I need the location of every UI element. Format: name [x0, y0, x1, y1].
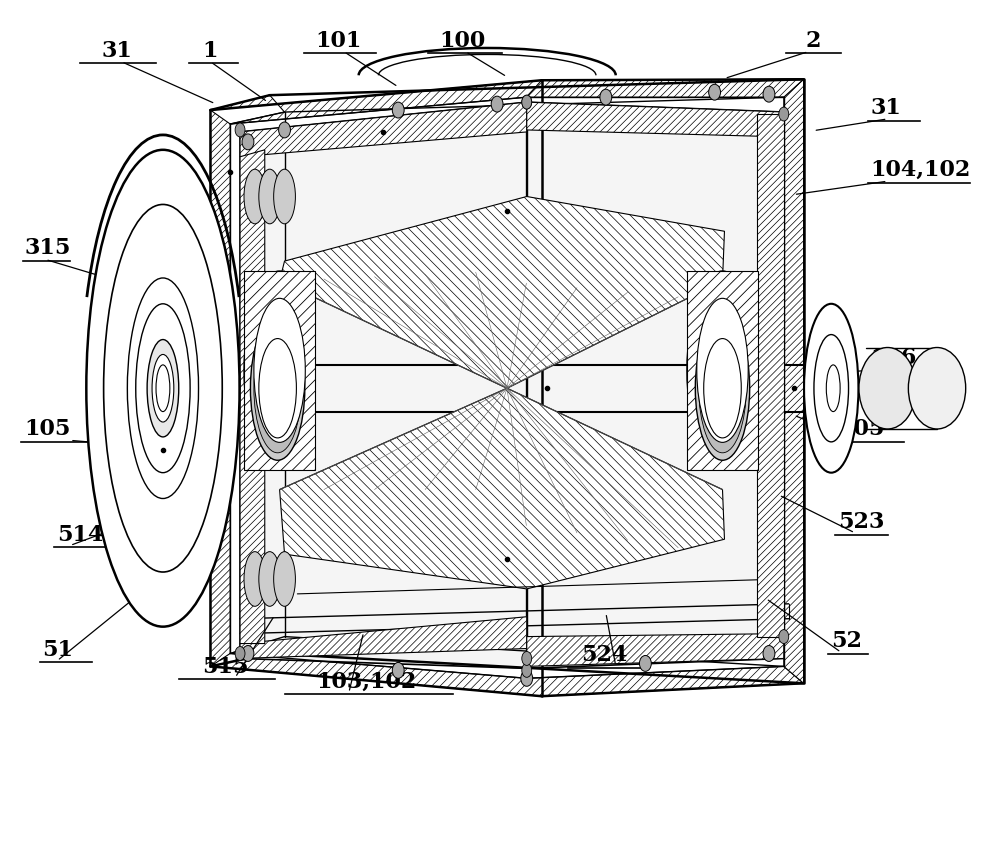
- Ellipse shape: [687, 271, 758, 470]
- Ellipse shape: [826, 365, 840, 412]
- Ellipse shape: [491, 97, 503, 112]
- Ellipse shape: [259, 339, 296, 438]
- Ellipse shape: [600, 89, 612, 105]
- Ellipse shape: [779, 629, 789, 644]
- Ellipse shape: [274, 169, 295, 224]
- Ellipse shape: [763, 645, 775, 662]
- Ellipse shape: [274, 551, 295, 606]
- Ellipse shape: [127, 278, 199, 499]
- Ellipse shape: [804, 304, 858, 473]
- Ellipse shape: [522, 651, 532, 666]
- Ellipse shape: [709, 84, 721, 100]
- Ellipse shape: [392, 102, 404, 118]
- Ellipse shape: [697, 298, 748, 442]
- Polygon shape: [527, 634, 784, 667]
- Polygon shape: [244, 271, 315, 470]
- Polygon shape: [527, 80, 804, 97]
- Ellipse shape: [392, 662, 404, 678]
- Text: 524: 524: [581, 644, 627, 666]
- Text: 31: 31: [871, 97, 902, 119]
- Text: 514: 514: [57, 523, 104, 545]
- Polygon shape: [527, 102, 784, 668]
- Ellipse shape: [639, 656, 651, 672]
- Ellipse shape: [156, 365, 170, 412]
- Text: 315: 315: [25, 237, 71, 259]
- Ellipse shape: [859, 347, 916, 429]
- Text: 52: 52: [831, 630, 862, 652]
- Ellipse shape: [522, 95, 532, 109]
- Ellipse shape: [908, 347, 966, 429]
- Text: 104,102: 104,102: [871, 159, 971, 181]
- Polygon shape: [687, 271, 758, 470]
- Ellipse shape: [522, 95, 532, 109]
- Text: 106: 106: [871, 346, 917, 368]
- Text: 2: 2: [806, 30, 821, 52]
- Polygon shape: [240, 102, 527, 668]
- Text: 51: 51: [42, 639, 73, 661]
- Ellipse shape: [279, 122, 290, 138]
- Polygon shape: [240, 150, 265, 644]
- Ellipse shape: [136, 304, 190, 473]
- Text: 105: 105: [25, 418, 71, 440]
- Ellipse shape: [250, 316, 305, 460]
- Ellipse shape: [152, 354, 174, 422]
- Ellipse shape: [104, 204, 222, 572]
- Text: 103,102: 103,102: [316, 671, 417, 693]
- Text: 105: 105: [838, 418, 885, 440]
- Ellipse shape: [699, 324, 746, 453]
- Ellipse shape: [254, 298, 305, 442]
- Ellipse shape: [259, 551, 281, 606]
- Ellipse shape: [86, 150, 240, 627]
- Polygon shape: [240, 102, 527, 157]
- Ellipse shape: [814, 335, 849, 442]
- Polygon shape: [757, 114, 784, 637]
- Polygon shape: [210, 80, 804, 124]
- Ellipse shape: [254, 324, 301, 453]
- Ellipse shape: [244, 551, 266, 606]
- Ellipse shape: [704, 339, 741, 438]
- Ellipse shape: [235, 646, 245, 661]
- Polygon shape: [784, 80, 804, 684]
- Ellipse shape: [522, 663, 532, 678]
- Ellipse shape: [244, 271, 315, 470]
- Text: 101: 101: [316, 30, 362, 52]
- Ellipse shape: [242, 645, 254, 662]
- Ellipse shape: [521, 670, 533, 686]
- Ellipse shape: [235, 123, 245, 137]
- Polygon shape: [280, 197, 724, 388]
- Ellipse shape: [763, 86, 775, 102]
- Polygon shape: [280, 388, 724, 589]
- Polygon shape: [527, 102, 784, 137]
- Polygon shape: [210, 110, 230, 667]
- Ellipse shape: [244, 169, 266, 224]
- Ellipse shape: [259, 169, 281, 224]
- Ellipse shape: [695, 316, 750, 460]
- Text: 1: 1: [203, 40, 218, 62]
- Ellipse shape: [242, 134, 254, 150]
- Text: 31: 31: [101, 40, 132, 62]
- Polygon shape: [240, 617, 527, 658]
- Ellipse shape: [147, 340, 179, 437]
- Polygon shape: [210, 637, 804, 696]
- Text: 523: 523: [838, 511, 885, 533]
- Ellipse shape: [779, 107, 789, 121]
- Text: 515: 515: [202, 656, 248, 678]
- Text: 100: 100: [439, 30, 486, 52]
